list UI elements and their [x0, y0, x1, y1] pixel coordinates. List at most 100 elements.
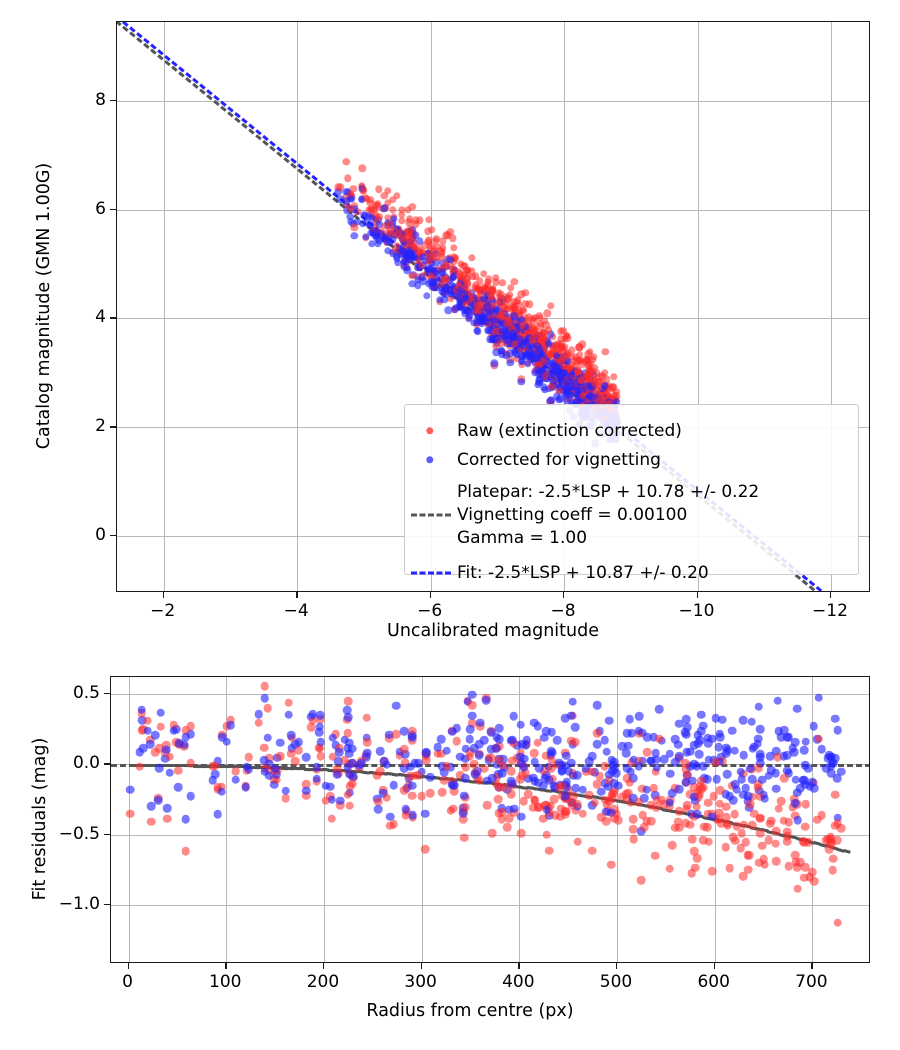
data-point-corrected — [555, 370, 563, 379]
residual-point-raw — [507, 766, 516, 776]
residual-point-corrected — [407, 733, 417, 742]
residual-point-raw — [135, 762, 144, 772]
residual-point-raw — [832, 836, 842, 845]
residual-point-raw — [793, 862, 802, 872]
data-point-corrected — [549, 369, 557, 378]
residual-point-corrected — [604, 770, 614, 780]
residual-point-corrected — [833, 813, 842, 822]
data-point-raw — [461, 271, 469, 279]
residual-point-corrected — [660, 754, 669, 764]
residual-point-corrected — [440, 768, 449, 777]
residual-point-corrected — [302, 752, 311, 762]
residual-point-corrected — [362, 733, 371, 742]
data-point-raw — [468, 272, 477, 281]
residual-point-raw — [722, 802, 731, 812]
data-point-corrected — [461, 290, 469, 298]
data-point-corrected — [524, 360, 532, 368]
residual-point-raw — [744, 850, 754, 860]
residual-point-raw — [263, 703, 272, 713]
data-point-corrected — [446, 256, 454, 264]
data-point-corrected — [368, 213, 376, 222]
residual-point-corrected — [581, 764, 591, 773]
residual-point-corrected — [738, 790, 748, 799]
data-point-corrected — [503, 336, 511, 344]
residual-point-corrected — [391, 701, 401, 711]
data-point-corrected — [334, 188, 343, 196]
residual-point-corrected — [459, 808, 468, 818]
residual-point-corrected — [343, 744, 352, 753]
data-point-raw — [568, 353, 576, 361]
residual-point-raw — [287, 749, 296, 759]
residual-point-corrected — [433, 743, 442, 752]
residual-point-corrected — [830, 714, 840, 723]
residual-point-raw — [687, 835, 697, 844]
x-tick-label: 700 — [795, 972, 828, 992]
residual-point-corrected — [739, 751, 748, 760]
data-point-raw — [588, 378, 597, 387]
residual-point-raw — [588, 846, 597, 856]
residual-point-corrected — [179, 740, 189, 750]
residual-point-raw — [722, 819, 732, 828]
residual-point-raw — [690, 863, 700, 872]
y-tick-mark — [104, 833, 110, 835]
residual-point-corrected — [722, 743, 731, 753]
data-point-raw — [471, 284, 480, 292]
residual-point-corrected — [686, 747, 695, 756]
data-point-corrected — [492, 305, 500, 313]
residual-point-corrected — [474, 751, 484, 760]
data-point-corrected — [601, 382, 609, 390]
residual-point-raw — [505, 813, 514, 823]
residual-point-corrected — [442, 746, 451, 756]
residual-point-corrected — [328, 733, 338, 742]
residual-point-corrected — [389, 780, 399, 790]
data-point-raw — [425, 258, 433, 266]
data-point-raw — [336, 183, 344, 192]
x-tick-mark — [296, 592, 298, 598]
data-point-raw — [446, 228, 454, 236]
residual-point-corrected — [755, 724, 765, 734]
data-point-raw — [473, 309, 482, 317]
data-point-corrected — [473, 327, 482, 336]
residual-point-corrected — [782, 766, 792, 775]
data-point-raw — [476, 301, 484, 309]
data-point-raw — [421, 241, 429, 250]
residual-point-raw — [784, 861, 794, 871]
residual-point-raw — [739, 820, 748, 829]
residual-point-raw — [703, 809, 712, 818]
data-point-raw — [510, 297, 518, 306]
data-point-corrected — [416, 237, 424, 245]
residual-point-corrected — [698, 761, 708, 771]
data-point-corrected — [535, 376, 543, 385]
residual-point-raw — [760, 860, 769, 870]
data-point-raw — [406, 234, 414, 242]
residual-point-raw — [555, 812, 565, 821]
data-point-raw — [573, 357, 581, 366]
residual-point-corrected — [753, 734, 763, 744]
residual-point-raw — [340, 756, 349, 765]
residual-point-corrected — [491, 744, 501, 753]
residual-point-corrected — [696, 727, 706, 736]
data-point-corrected — [432, 273, 440, 282]
data-point-corrected — [380, 204, 388, 212]
residual-point-raw — [801, 799, 810, 809]
residual-point-raw — [306, 722, 316, 732]
data-point-raw — [575, 343, 584, 351]
residual-point-raw — [399, 785, 409, 795]
x-tick-mark — [420, 963, 423, 969]
residual-point-raw — [702, 822, 712, 832]
data-point-raw — [386, 220, 395, 228]
residual-point-raw — [442, 761, 451, 771]
data-point-corrected — [393, 252, 401, 260]
residual-point-corrected — [260, 767, 269, 777]
data-point-raw — [424, 215, 433, 224]
residual-point-corrected — [447, 727, 457, 736]
data-point-raw — [372, 201, 380, 210]
residual-point-raw — [573, 837, 583, 846]
residual-point-corrected — [344, 738, 354, 747]
residual-point-raw — [674, 823, 684, 832]
residual-point-corrected — [649, 732, 659, 742]
residual-point-raw — [302, 779, 311, 789]
residual-point-corrected — [674, 719, 684, 728]
residual-point-corrected — [683, 722, 692, 732]
residual-point-raw — [165, 752, 175, 761]
